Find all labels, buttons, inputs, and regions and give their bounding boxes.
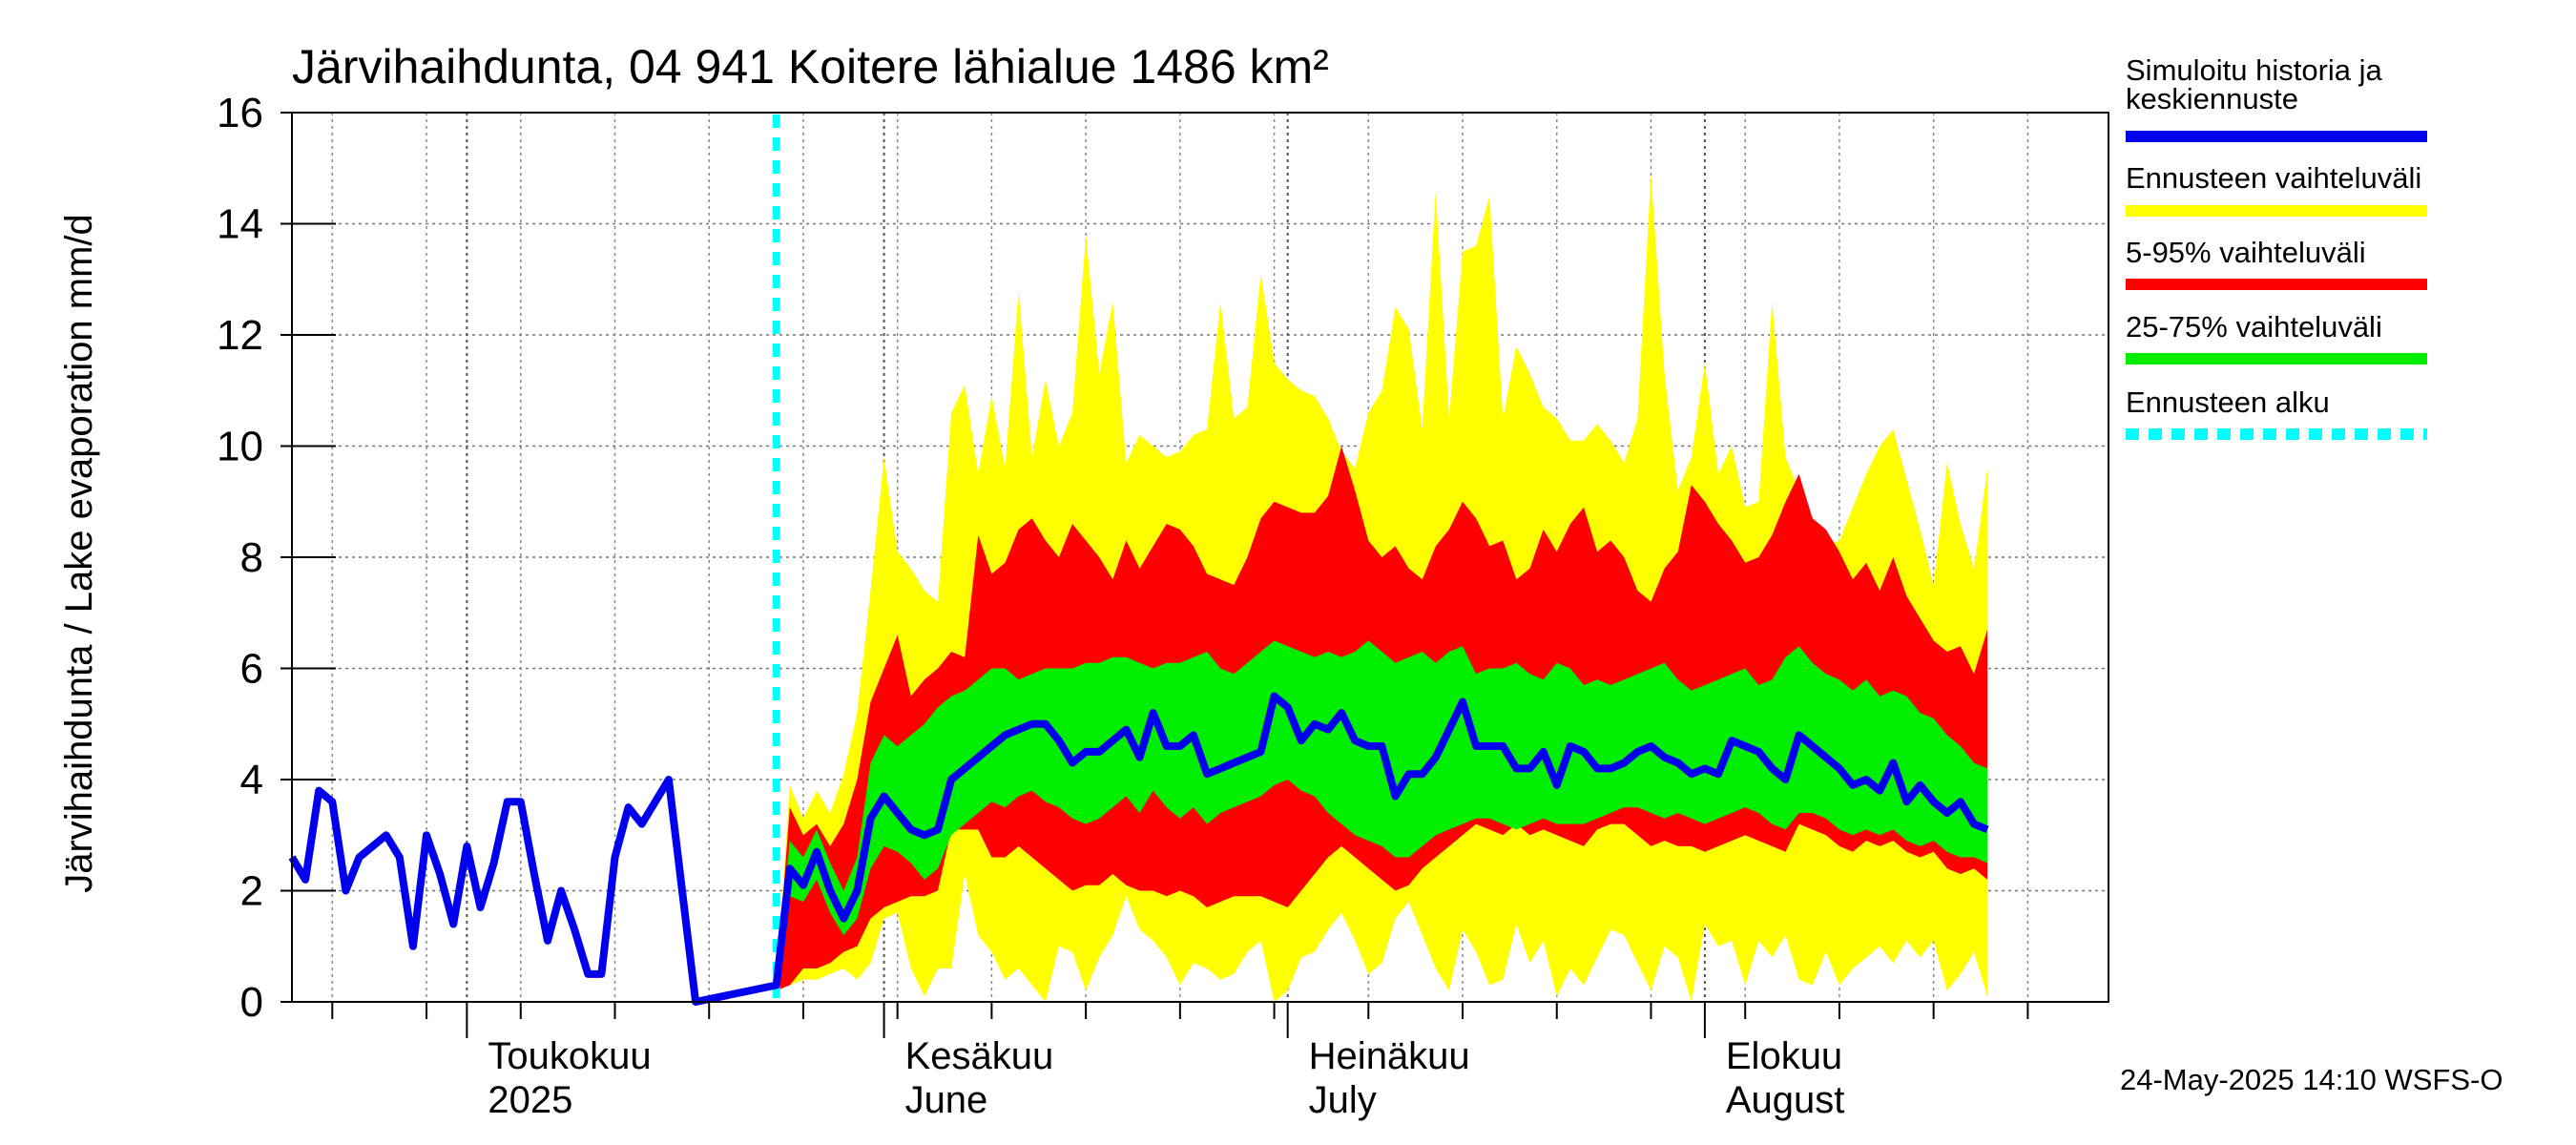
footer-timestamp: 24-May-2025 14:10 WSFS-O <box>2120 1063 2503 1096</box>
y-tick-label: 10 <box>217 424 263 470</box>
legend-label: Ennusteen alku <box>2126 385 2330 419</box>
y-axis: 0 2 4 6 8 10 12 14 16 <box>217 90 336 1026</box>
y-tick-label: 6 <box>240 646 263 693</box>
y-tick-label: 2 <box>240 868 263 915</box>
y-axis-label: Järvihaihdunta / Lake evaporation mm/d <box>58 214 100 893</box>
series-history-and-mean <box>288 692 1989 1006</box>
y-tick-label: 4 <box>240 757 263 803</box>
x-month-label: Kesäkuu <box>905 1035 1054 1077</box>
y-tick-label: 0 <box>240 979 263 1026</box>
x-month-label: Heinäkuu <box>1309 1035 1470 1077</box>
x-month-sublabel: 2025 <box>488 1079 572 1121</box>
x-month-sublabel: August <box>1726 1079 1845 1121</box>
y-tick-label: 12 <box>217 312 263 359</box>
x-month-sublabel: July <box>1309 1079 1377 1121</box>
data-lines <box>288 114 1989 1006</box>
legend-label: Ennusteen vaihteluväli <box>2126 161 2421 195</box>
legend-label: Simuloitu historia ja <box>2126 53 2383 87</box>
forecast-bands <box>776 174 1988 1003</box>
x-month-sublabel: June <box>905 1079 988 1121</box>
chart-title: Järvihaihdunta, 04 941 Koitere lähialue … <box>292 40 1329 94</box>
y-tick-label: 8 <box>240 534 263 581</box>
x-month-label: Elokuu <box>1726 1035 1842 1077</box>
legend-label: 5-95% vaihteluväli <box>2126 236 2366 269</box>
band-25-75 <box>776 640 1988 986</box>
legend-label: 25-75% vaihteluväli <box>2126 310 2382 344</box>
x-month-label: Toukokuu <box>488 1035 651 1077</box>
y-tick-label: 16 <box>217 90 263 136</box>
legend-label: keskiennuste <box>2126 82 2298 115</box>
y-tick-label: 14 <box>217 201 263 248</box>
